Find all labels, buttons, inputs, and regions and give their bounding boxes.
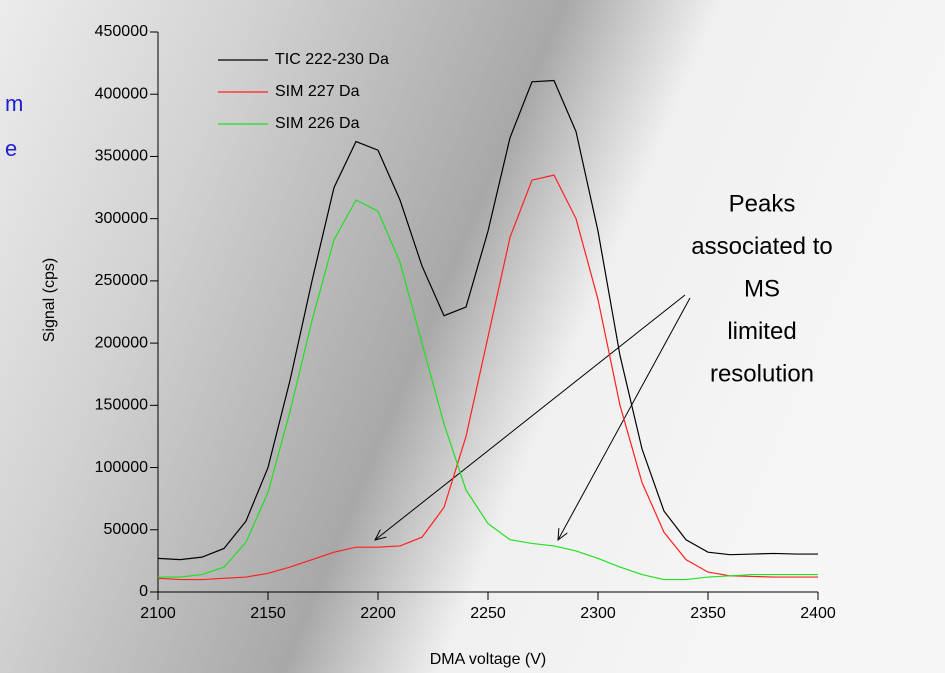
series-line — [158, 199, 818, 581]
x-tick-label: 2250 — [470, 605, 506, 622]
y-tick-label: 450000 — [95, 23, 148, 40]
x-tick-label: 2100 — [140, 605, 176, 622]
legend-label: SIM 226 Da — [275, 115, 360, 132]
y-tick-label: 200000 — [95, 334, 148, 351]
series-line — [157, 174, 818, 581]
y-tick-label: 150000 — [95, 397, 148, 414]
series-line — [157, 79, 818, 561]
annotation: associated to — [691, 233, 832, 260]
annotation: limited — [727, 318, 796, 345]
annotation: resolution — [710, 360, 814, 387]
legend-label: SIM 227 Da — [275, 83, 360, 100]
y-tick-label: 350000 — [95, 148, 148, 165]
y-tick-label: 250000 — [95, 272, 148, 289]
y-tick-label: 100000 — [95, 459, 148, 476]
left-fragment: e — [5, 136, 17, 161]
y-tick-label: 50000 — [104, 521, 149, 538]
left-fragment: m — [5, 91, 23, 116]
y-tick-label: 400000 — [95, 85, 148, 102]
x-axis-label: DMA voltage (V) — [430, 651, 546, 668]
x-tick-label: 2300 — [580, 605, 616, 622]
x-tick-label: 2150 — [250, 605, 286, 622]
y-axis-label: Signal (cps) — [41, 258, 58, 342]
annotation: MS — [744, 275, 780, 302]
legend-label: TIC 222-230 Da — [275, 51, 389, 68]
y-tick-label: 0 — [139, 583, 148, 600]
arrow — [375, 294, 686, 540]
annotation: Peaks — [729, 190, 796, 217]
x-tick-label: 2350 — [690, 605, 726, 622]
x-tick-label: 2200 — [360, 605, 396, 622]
x-tick-label: 2400 — [800, 605, 836, 622]
y-tick-label: 300000 — [95, 210, 148, 227]
